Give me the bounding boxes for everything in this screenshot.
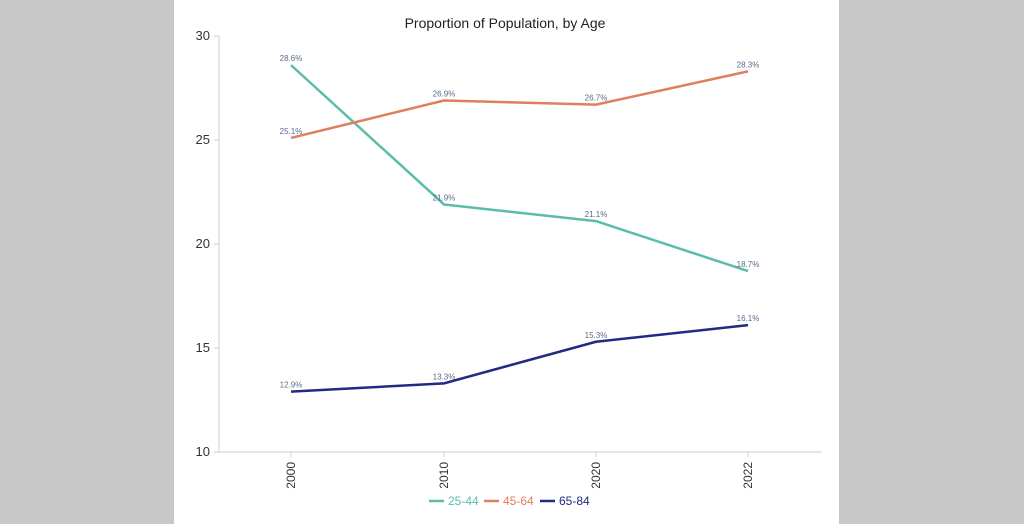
data-label: 26.9% (433, 89, 456, 98)
x-tick-label: 2010 (437, 462, 451, 489)
series-line-25-44 (290, 64, 749, 273)
line-chart: Proportion of Population, by Age 1015202… (196, 15, 822, 508)
x-tick-label: 2020 (589, 462, 603, 489)
legend: 25-44 45-64 65-84 (429, 494, 590, 508)
data-label: 13.3% (433, 372, 456, 381)
data-label: 16.1% (737, 314, 760, 323)
legend-label: 25-44 (448, 494, 479, 508)
data-label: 21.9% (433, 193, 456, 202)
data-label: 28.3% (737, 60, 760, 69)
series-line-45-64 (290, 70, 749, 140)
y-tick-label: 15 (196, 340, 210, 355)
series-lines (290, 64, 749, 393)
legend-item-65-84: 65-84 (540, 494, 590, 508)
series-line-65-84 (290, 323, 749, 393)
data-label: 28.6% (280, 54, 303, 63)
y-tick-label: 20 (196, 236, 210, 251)
legend-label: 45-64 (503, 494, 534, 508)
data-label: 26.7% (585, 94, 608, 103)
y-tick-label: 30 (196, 28, 210, 43)
data-labels: 28.6% 21.9% 21.1% 18.7% 25.1% 26.9% 26.7% 28.3%… (280, 54, 760, 390)
data-label: 15.3% (585, 331, 608, 340)
axes: 10 15 20 25 30 2000 2010 2020 2022 (196, 28, 822, 489)
data-label: 25.1% (280, 127, 303, 136)
x-tick-label: 2022 (741, 462, 755, 489)
y-tick-label: 25 (196, 132, 210, 147)
legend-label: 65-84 (559, 494, 590, 508)
legend-item-45-64: 45-64 (484, 494, 534, 508)
x-tick-label: 2000 (284, 462, 298, 489)
y-tick-label: 10 (196, 444, 210, 459)
data-label: 18.7% (737, 260, 760, 269)
chart-title: Proportion of Population, by Age (405, 15, 606, 31)
chart-panel: Proportion of Population, by Age 10 15 20 2… (174, 0, 839, 524)
data-label: 21.1% (585, 210, 608, 219)
data-label: 12.9% (280, 381, 303, 390)
legend-item-25-44: 25-44 (429, 494, 479, 508)
